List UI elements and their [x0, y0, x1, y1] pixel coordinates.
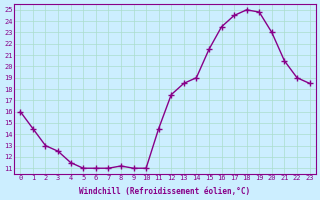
X-axis label: Windchill (Refroidissement éolien,°C): Windchill (Refroidissement éolien,°C) [79, 187, 251, 196]
